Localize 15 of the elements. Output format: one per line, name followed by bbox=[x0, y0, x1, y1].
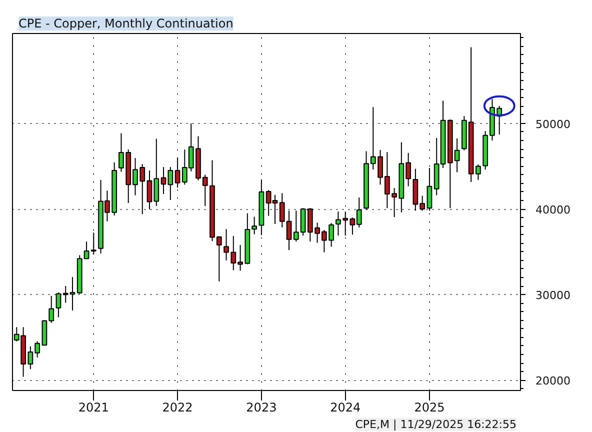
candlestick bbox=[90, 232, 96, 255]
y-tick-label: 20000 bbox=[536, 374, 570, 388]
y-tick-label: 30000 bbox=[536, 289, 570, 302]
candlestick bbox=[252, 216, 257, 235]
x-tick-label: 2025 bbox=[414, 400, 445, 414]
x-tick-label: 2023 bbox=[246, 400, 277, 414]
x-tick-label: 2024 bbox=[330, 400, 361, 414]
candlestick bbox=[174, 158, 180, 188]
y-tick-label: 40000 bbox=[536, 204, 570, 217]
text: CPE,M | 11/29/2025 16:22:55 bbox=[355, 418, 517, 431]
candlestick bbox=[56, 292, 62, 318]
x-tick-label: 2022 bbox=[162, 400, 193, 414]
y-tick-label: 50000 bbox=[536, 118, 570, 131]
x-tick-label: 2021 bbox=[78, 400, 109, 414]
chart-title: CPE - Copper, Monthly Continuation bbox=[18, 16, 234, 30]
